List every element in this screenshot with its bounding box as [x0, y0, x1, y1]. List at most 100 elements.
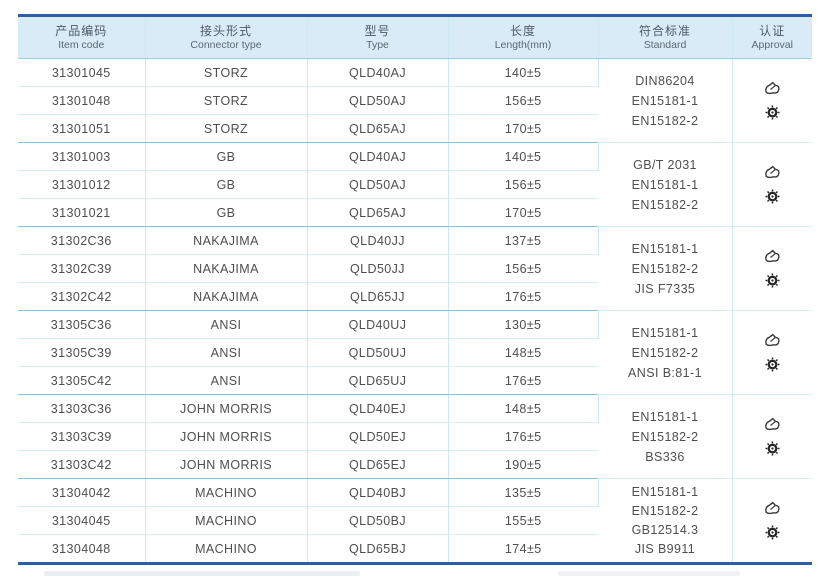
item-code-cell: 31302C42 [18, 282, 146, 311]
certificate-icon [764, 249, 780, 263]
header-zh: 接头形式 [199, 23, 252, 38]
header-zh: 符合标准 [638, 23, 691, 38]
table-row: 31301003 GB QLD40AJ 140±5 GB/T 2031 EN15… [18, 142, 812, 227]
connector-type-cell: MACHINO [145, 534, 308, 564]
item-code-cell: 31303C42 [18, 450, 146, 479]
length-cell: 130±5 [448, 310, 599, 339]
gear-icon [765, 441, 780, 456]
connector-type-cell: MACHINO [145, 506, 308, 535]
table-row: 31302C42 NAKAJIMA QLD65JJ 176±5 [18, 282, 812, 311]
standard-line: EN15182-2 [631, 197, 699, 212]
item-code-cell: 31304048 [18, 534, 146, 564]
connector-type-cell: JOHN MORRIS [145, 394, 308, 423]
table-row: 31305C36 ANSI QLD40UJ 130±5 EN15181-1 EN… [18, 310, 812, 395]
connector-type-cell: NAKAJIMA [145, 282, 308, 311]
standards-cell: EN15181-1 EN15182-2 JIS F7335 [598, 226, 733, 311]
table-row: 31304042 MACHINO QLD40BJ 135±5 EN15181-1… [18, 478, 812, 564]
type-cell: QLD40UJ [307, 310, 449, 339]
table-row: 31301021 GB QLD65AJ 170±5 [18, 198, 812, 227]
item-code-cell: 31302C39 [18, 254, 146, 283]
approval-icons [733, 81, 813, 120]
connector-type-cell: JOHN MORRIS [145, 422, 308, 451]
group-storz: 31301045 STORZ QLD40AJ 140±5 DIN86204 EN… [18, 58, 812, 143]
header-en: Type [366, 38, 389, 51]
connector-type-cell: STORZ [145, 86, 308, 115]
type-cell: QLD40BJ [307, 478, 449, 507]
approval-cell [732, 226, 813, 311]
group-machino: 31304042 MACHINO QLD40BJ 135±5 EN15181-1… [18, 478, 812, 564]
type-cell: QLD50JJ [307, 254, 449, 283]
group-nakajima: 31302C36 NAKAJIMA QLD40JJ 137±5 EN15181-… [18, 226, 813, 311]
type-cell: QLD65UJ [307, 366, 449, 395]
header-en: Standard [643, 38, 687, 51]
col-header-item-code: 产品编码 Item code [18, 14, 146, 59]
connector-type-cell: NAKAJIMA [145, 226, 308, 255]
type-cell: QLD50AJ [307, 86, 449, 115]
table-row: 31301045 STORZ QLD40AJ 140±5 DIN86204 EN… [18, 58, 812, 143]
length-cell: 190±5 [448, 450, 598, 479]
gear-icon [765, 273, 780, 288]
standard-line: JIS F7335 [634, 281, 696, 296]
length-cell: 137±5 [448, 226, 599, 255]
length-cell: 176±5 [448, 366, 598, 395]
spec-table: 产品编码 Item code 接头形式 Connector type 型号 Type … [18, 14, 812, 565]
length-cell: 140±5 [448, 58, 599, 87]
item-code-cell: 31301051 [18, 114, 146, 143]
certificate-icon [764, 333, 780, 347]
approval-icons [733, 249, 813, 288]
standard-line: EN15182-2 [631, 429, 699, 444]
table-row: 31304045 MACHINO QLD50BJ 155±5 [18, 506, 812, 535]
col-header-type: 型号 Type [307, 14, 449, 59]
product-spec-table: 产品编码 Item code 接头形式 Connector type 型号 Type … [18, 14, 812, 565]
standard-line: EN15181-1 [631, 241, 699, 256]
type-cell: QLD65AJ [307, 114, 449, 143]
length-cell: 176±5 [448, 422, 598, 451]
standard-line: EN15181-1 [631, 325, 699, 340]
type-cell: QLD65EJ [307, 450, 449, 479]
group-ansi: 31305C36 ANSI QLD40UJ 130±5 EN15181-1 EN… [18, 310, 812, 395]
length-cell: 155±5 [448, 506, 598, 535]
item-code-cell: 31301045 [18, 58, 146, 87]
connector-type-cell: STORZ [145, 58, 308, 87]
approval-icons [733, 417, 813, 456]
group-john-morris: 31303C36 JOHN MORRIS QLD40EJ 148±5 EN151… [18, 394, 813, 479]
header-en: Length(mm) [494, 38, 552, 51]
header-zh: 认证 [759, 23, 786, 38]
table-row: 31302C39 NAKAJIMA QLD50JJ 156±5 [18, 254, 812, 283]
standard-line: BS336 [645, 449, 685, 464]
table-row: 31304048 MACHINO QLD65BJ 174±5 [18, 534, 812, 564]
connector-type-cell: GB [145, 198, 308, 227]
standard-line: EN15182-2 [631, 113, 699, 128]
item-code-cell: 31305C42 [18, 366, 146, 395]
length-cell: 170±5 [448, 198, 598, 227]
standard-line: EN15182-2 [631, 345, 699, 360]
certificate-icon [764, 165, 780, 179]
header-zh: 产品编码 [55, 23, 108, 38]
type-cell: QLD50EJ [307, 422, 449, 451]
approval-cell [732, 142, 813, 227]
approval-cell [732, 58, 813, 143]
col-header-connector-type: 接头形式 Connector type [145, 14, 308, 59]
item-code-cell: 31301003 [18, 142, 146, 171]
table-row: 31305C39 ANSI QLD50UJ 148±5 [18, 338, 812, 367]
type-cell: QLD40AJ [307, 142, 449, 171]
type-cell: QLD50AJ [307, 170, 449, 199]
item-code-cell: 31301012 [18, 170, 146, 199]
standard-line: GB12514.3 [631, 522, 699, 537]
type-cell: QLD40JJ [307, 226, 449, 255]
cropped-content-artifact [558, 571, 740, 576]
length-cell: 156±5 [448, 170, 598, 199]
length-cell: 148±5 [448, 338, 598, 367]
standards-cell: EN15181-1 EN15182-2 GB12514.3 JIS B9911 [598, 478, 733, 564]
type-cell: QLD65JJ [307, 282, 449, 311]
group-gb: 31301003 GB QLD40AJ 140±5 GB/T 2031 EN15… [18, 142, 812, 227]
standard-line: EN15182-2 [631, 261, 699, 276]
gear-icon [765, 357, 780, 372]
header-en: Item code [58, 38, 105, 51]
standard-line: JIS B9911 [634, 541, 696, 556]
approval-icons [733, 165, 813, 204]
standard-line: EN15182-2 [631, 503, 699, 518]
approval-icons [733, 501, 813, 540]
length-cell: 176±5 [448, 282, 598, 311]
connector-type-cell: GB [145, 142, 308, 171]
